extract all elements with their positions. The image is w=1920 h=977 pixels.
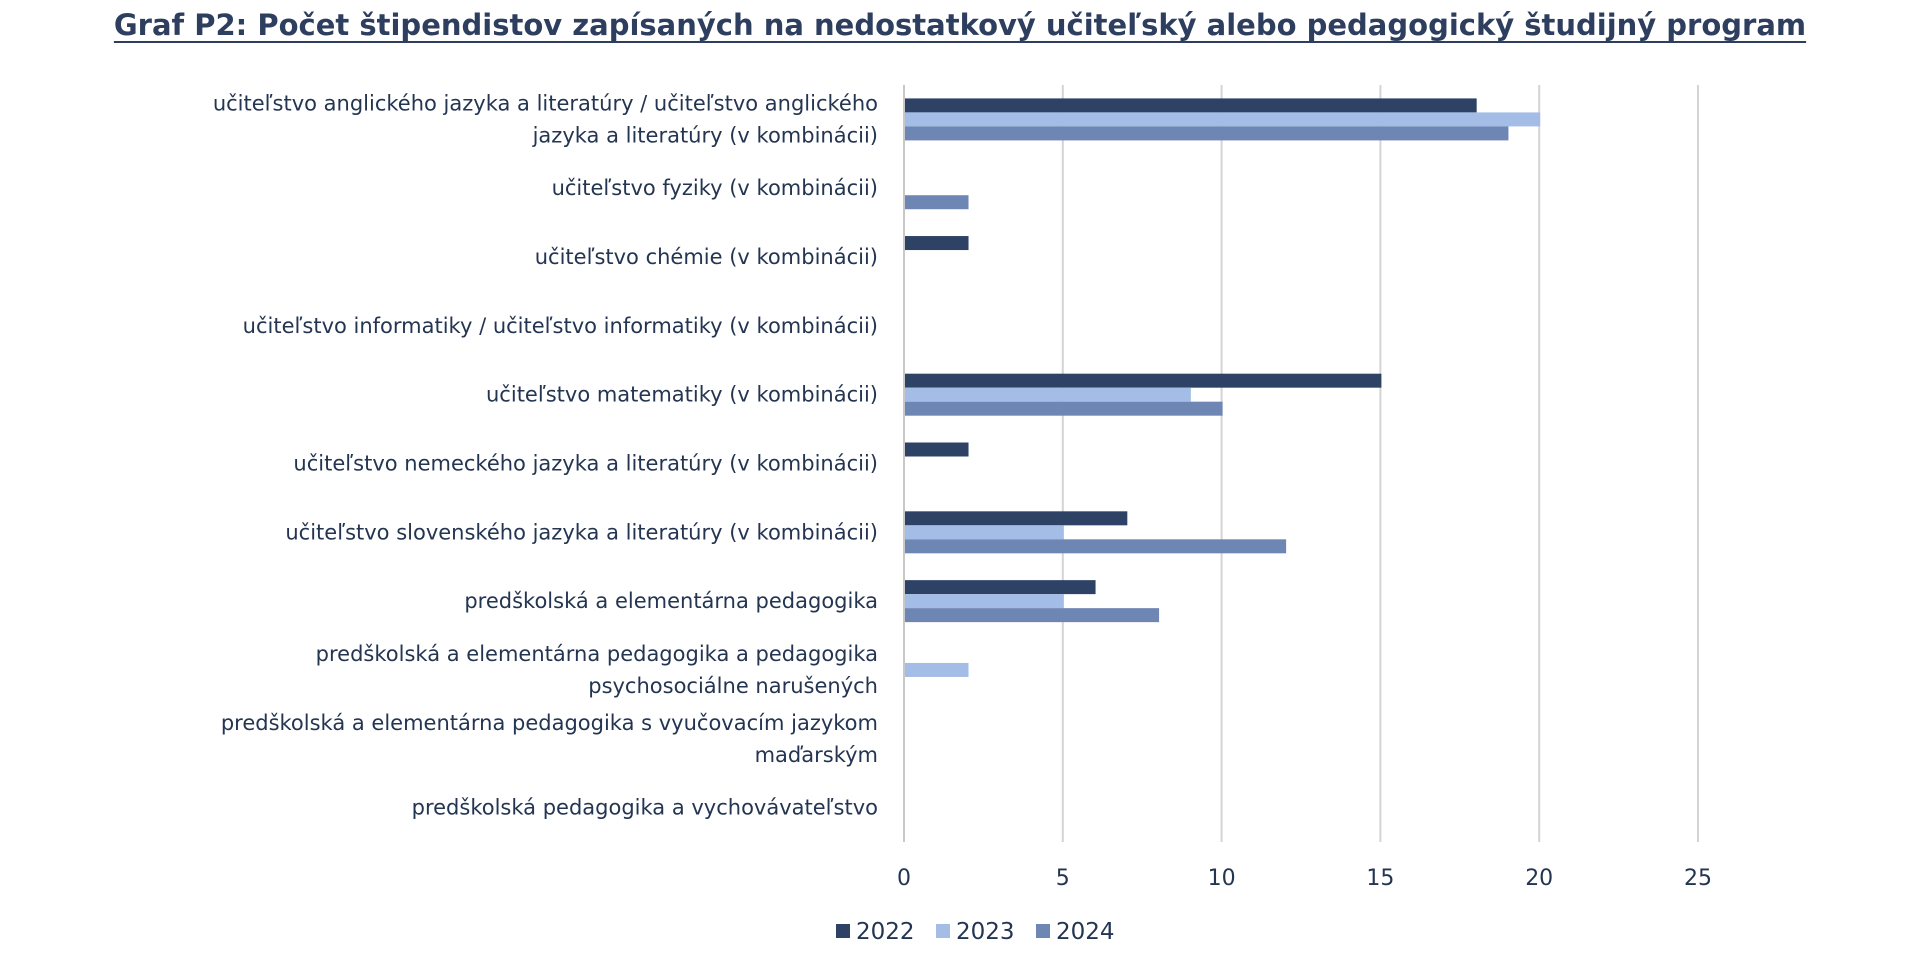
bar-layer [905, 98, 1541, 677]
x-tick-label: 20 [1525, 866, 1553, 891]
bar-2022 [905, 236, 969, 251]
bar-2022 [905, 511, 1128, 526]
x-tick-label: 0 [897, 866, 911, 891]
bar-2024 [905, 608, 1160, 623]
bar-2023 [905, 112, 1541, 127]
legend-label: 2024 [1056, 919, 1115, 945]
category-label: psychosociálne narušených [588, 674, 878, 698]
bar-2024 [905, 539, 1287, 554]
legend-swatch-2022 [836, 924, 850, 938]
legend: 2022 2023 2024 [836, 919, 1115, 945]
bar-2023 [905, 525, 1064, 540]
category-label: učiteľstvo matematiky (v kombinácii) [486, 383, 878, 407]
category-label: predškolská a elementárna pedagogika s v… [221, 711, 878, 735]
bar-2022 [905, 98, 1477, 113]
category-label: predškolská pedagogika a vychovávateľstv… [412, 796, 878, 820]
category-label: učiteľstvo informatiky / učiteľstvo info… [243, 314, 878, 338]
category-label: jazyka a literatúry (v kombinácii) [532, 123, 878, 147]
category-label: predškolská a elementárna pedagogika [464, 589, 878, 613]
tick-label-layer: 0 5 10 15 20 25 [897, 866, 1712, 891]
legend-swatch-2024 [1036, 924, 1050, 938]
bar-2022 [905, 373, 1382, 388]
category-label: učiteľstvo fyziky (v kombinácii) [552, 176, 878, 200]
legend-label: 2022 [856, 919, 915, 945]
category-label: učiteľstvo slovenského jazyka a literatú… [285, 520, 878, 544]
category-label-layer: učiteľstvo anglického jazyka a literatúr… [213, 91, 878, 819]
category-label: učiteľstvo nemeckého jazyka a literatúry… [293, 452, 878, 476]
category-label: učiteľstvo anglického jazyka a literatúr… [213, 91, 878, 115]
grid-layer [903, 85, 1699, 842]
legend-label: 2023 [956, 919, 1015, 945]
chart-title-text: Graf P2: Počet štipendistov zapísaných n… [113, 8, 1807, 42]
bar-2023 [905, 594, 1064, 609]
category-label: učiteľstvo chémie (v kombinácii) [535, 245, 878, 269]
bar-2022 [905, 442, 969, 457]
category-label: predškolská a elementárna pedagogika a p… [316, 642, 878, 666]
legend-swatch-2023 [936, 924, 950, 938]
x-tick-label: 10 [1208, 866, 1236, 891]
bar-2022 [905, 580, 1096, 595]
bar-2023 [905, 662, 969, 677]
x-tick-label: 15 [1366, 866, 1394, 891]
x-tick-label: 25 [1684, 866, 1712, 891]
bar-2024 [905, 126, 1509, 141]
chart-title: Graf P2: Počet štipendistov zapísaných n… [0, 8, 1920, 42]
bar-2023 [905, 387, 1191, 402]
category-label: maďarským [755, 743, 878, 767]
x-tick-label: 5 [1056, 866, 1070, 891]
bar-2024 [905, 195, 969, 210]
bar-2024 [905, 401, 1223, 416]
